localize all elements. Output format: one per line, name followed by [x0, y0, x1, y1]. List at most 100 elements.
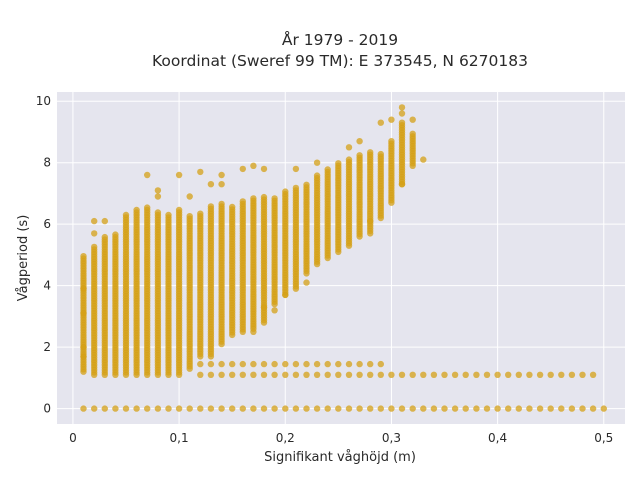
data-point [589, 371, 597, 378]
y-tick-label: 8 [43, 156, 51, 170]
data-point [345, 144, 353, 151]
data-point [303, 405, 310, 412]
data-point [324, 405, 331, 412]
data-point [144, 405, 151, 412]
data-point [388, 116, 395, 123]
chart-title-line-1: År 1979 - 2019 [282, 30, 398, 49]
data-point [271, 371, 278, 378]
data-point [197, 168, 204, 176]
data-point [377, 405, 384, 412]
data-point [303, 181, 310, 188]
data-point [292, 360, 300, 368]
data-point [536, 371, 544, 378]
data-point [80, 253, 87, 260]
data-point [175, 171, 183, 179]
data-point [154, 193, 162, 200]
data-point [398, 405, 406, 412]
data-point [218, 171, 225, 179]
data-point [398, 119, 406, 126]
data-point [335, 405, 342, 412]
data-point [154, 187, 162, 194]
data-point [133, 405, 140, 412]
data-point [144, 171, 151, 179]
data-point [207, 360, 215, 368]
data-point [239, 405, 246, 412]
data-point [91, 230, 98, 237]
data-point [558, 371, 565, 378]
data-point [420, 371, 427, 378]
data-point [324, 360, 331, 368]
data-point [80, 343, 87, 351]
data-point [462, 405, 469, 412]
data-point [547, 405, 554, 412]
data-point [218, 360, 225, 368]
data-point [282, 371, 289, 378]
data-point [367, 217, 374, 225]
data-point [335, 360, 342, 368]
data-point [239, 360, 246, 368]
data-point [80, 285, 87, 292]
data-points [80, 104, 607, 412]
data-point [367, 405, 374, 412]
data-point [505, 371, 512, 378]
data-point [282, 291, 289, 299]
data-point [451, 405, 459, 412]
data-point [558, 405, 565, 412]
data-point [377, 150, 384, 158]
data-point [398, 104, 406, 111]
data-point [600, 405, 607, 412]
data-point [260, 405, 268, 412]
data-point [250, 360, 257, 368]
data-point [313, 371, 321, 378]
data-point [101, 217, 109, 225]
data-point [473, 371, 480, 378]
data-point [377, 119, 384, 126]
data-point [112, 405, 119, 412]
data-point [313, 172, 321, 179]
data-point [324, 371, 331, 378]
data-point [388, 371, 395, 378]
data-point [568, 371, 576, 378]
data-point [292, 405, 300, 412]
y-tick-label: 2 [43, 340, 51, 354]
y-tick-label: 10 [36, 94, 51, 108]
data-point [420, 156, 427, 163]
x-tick-label: 0,3 [382, 431, 401, 445]
data-point [91, 243, 98, 251]
data-point [420, 405, 427, 412]
data-point [430, 405, 438, 412]
data-point [91, 217, 98, 225]
data-point [250, 328, 257, 335]
data-point [229, 360, 236, 368]
data-point [409, 130, 416, 137]
data-point [260, 165, 268, 173]
data-point [186, 405, 193, 412]
data-point [133, 206, 140, 214]
data-point [229, 371, 236, 378]
data-point [175, 405, 183, 412]
data-point [122, 405, 130, 412]
data-point [250, 371, 257, 378]
data-point [388, 405, 395, 412]
data-point [568, 405, 576, 412]
data-point [154, 209, 162, 216]
x-tick-labels: 0 0,1 0,2 0,3 0,4 0,5 [69, 431, 613, 445]
data-point [154, 405, 162, 412]
x-tick-label: 0,5 [594, 431, 613, 445]
data-point [292, 165, 300, 173]
data-point [367, 371, 374, 378]
data-point [112, 231, 119, 238]
data-point [589, 405, 597, 412]
data-point [356, 371, 363, 378]
data-point [122, 211, 130, 219]
data-point [335, 160, 342, 167]
data-point [462, 371, 469, 378]
data-point [409, 405, 416, 412]
data-point [250, 195, 257, 202]
data-point [345, 156, 353, 163]
data-point [282, 405, 289, 412]
data-point [451, 371, 459, 378]
x-tick-label: 0,1 [170, 431, 189, 445]
data-point [483, 371, 491, 378]
